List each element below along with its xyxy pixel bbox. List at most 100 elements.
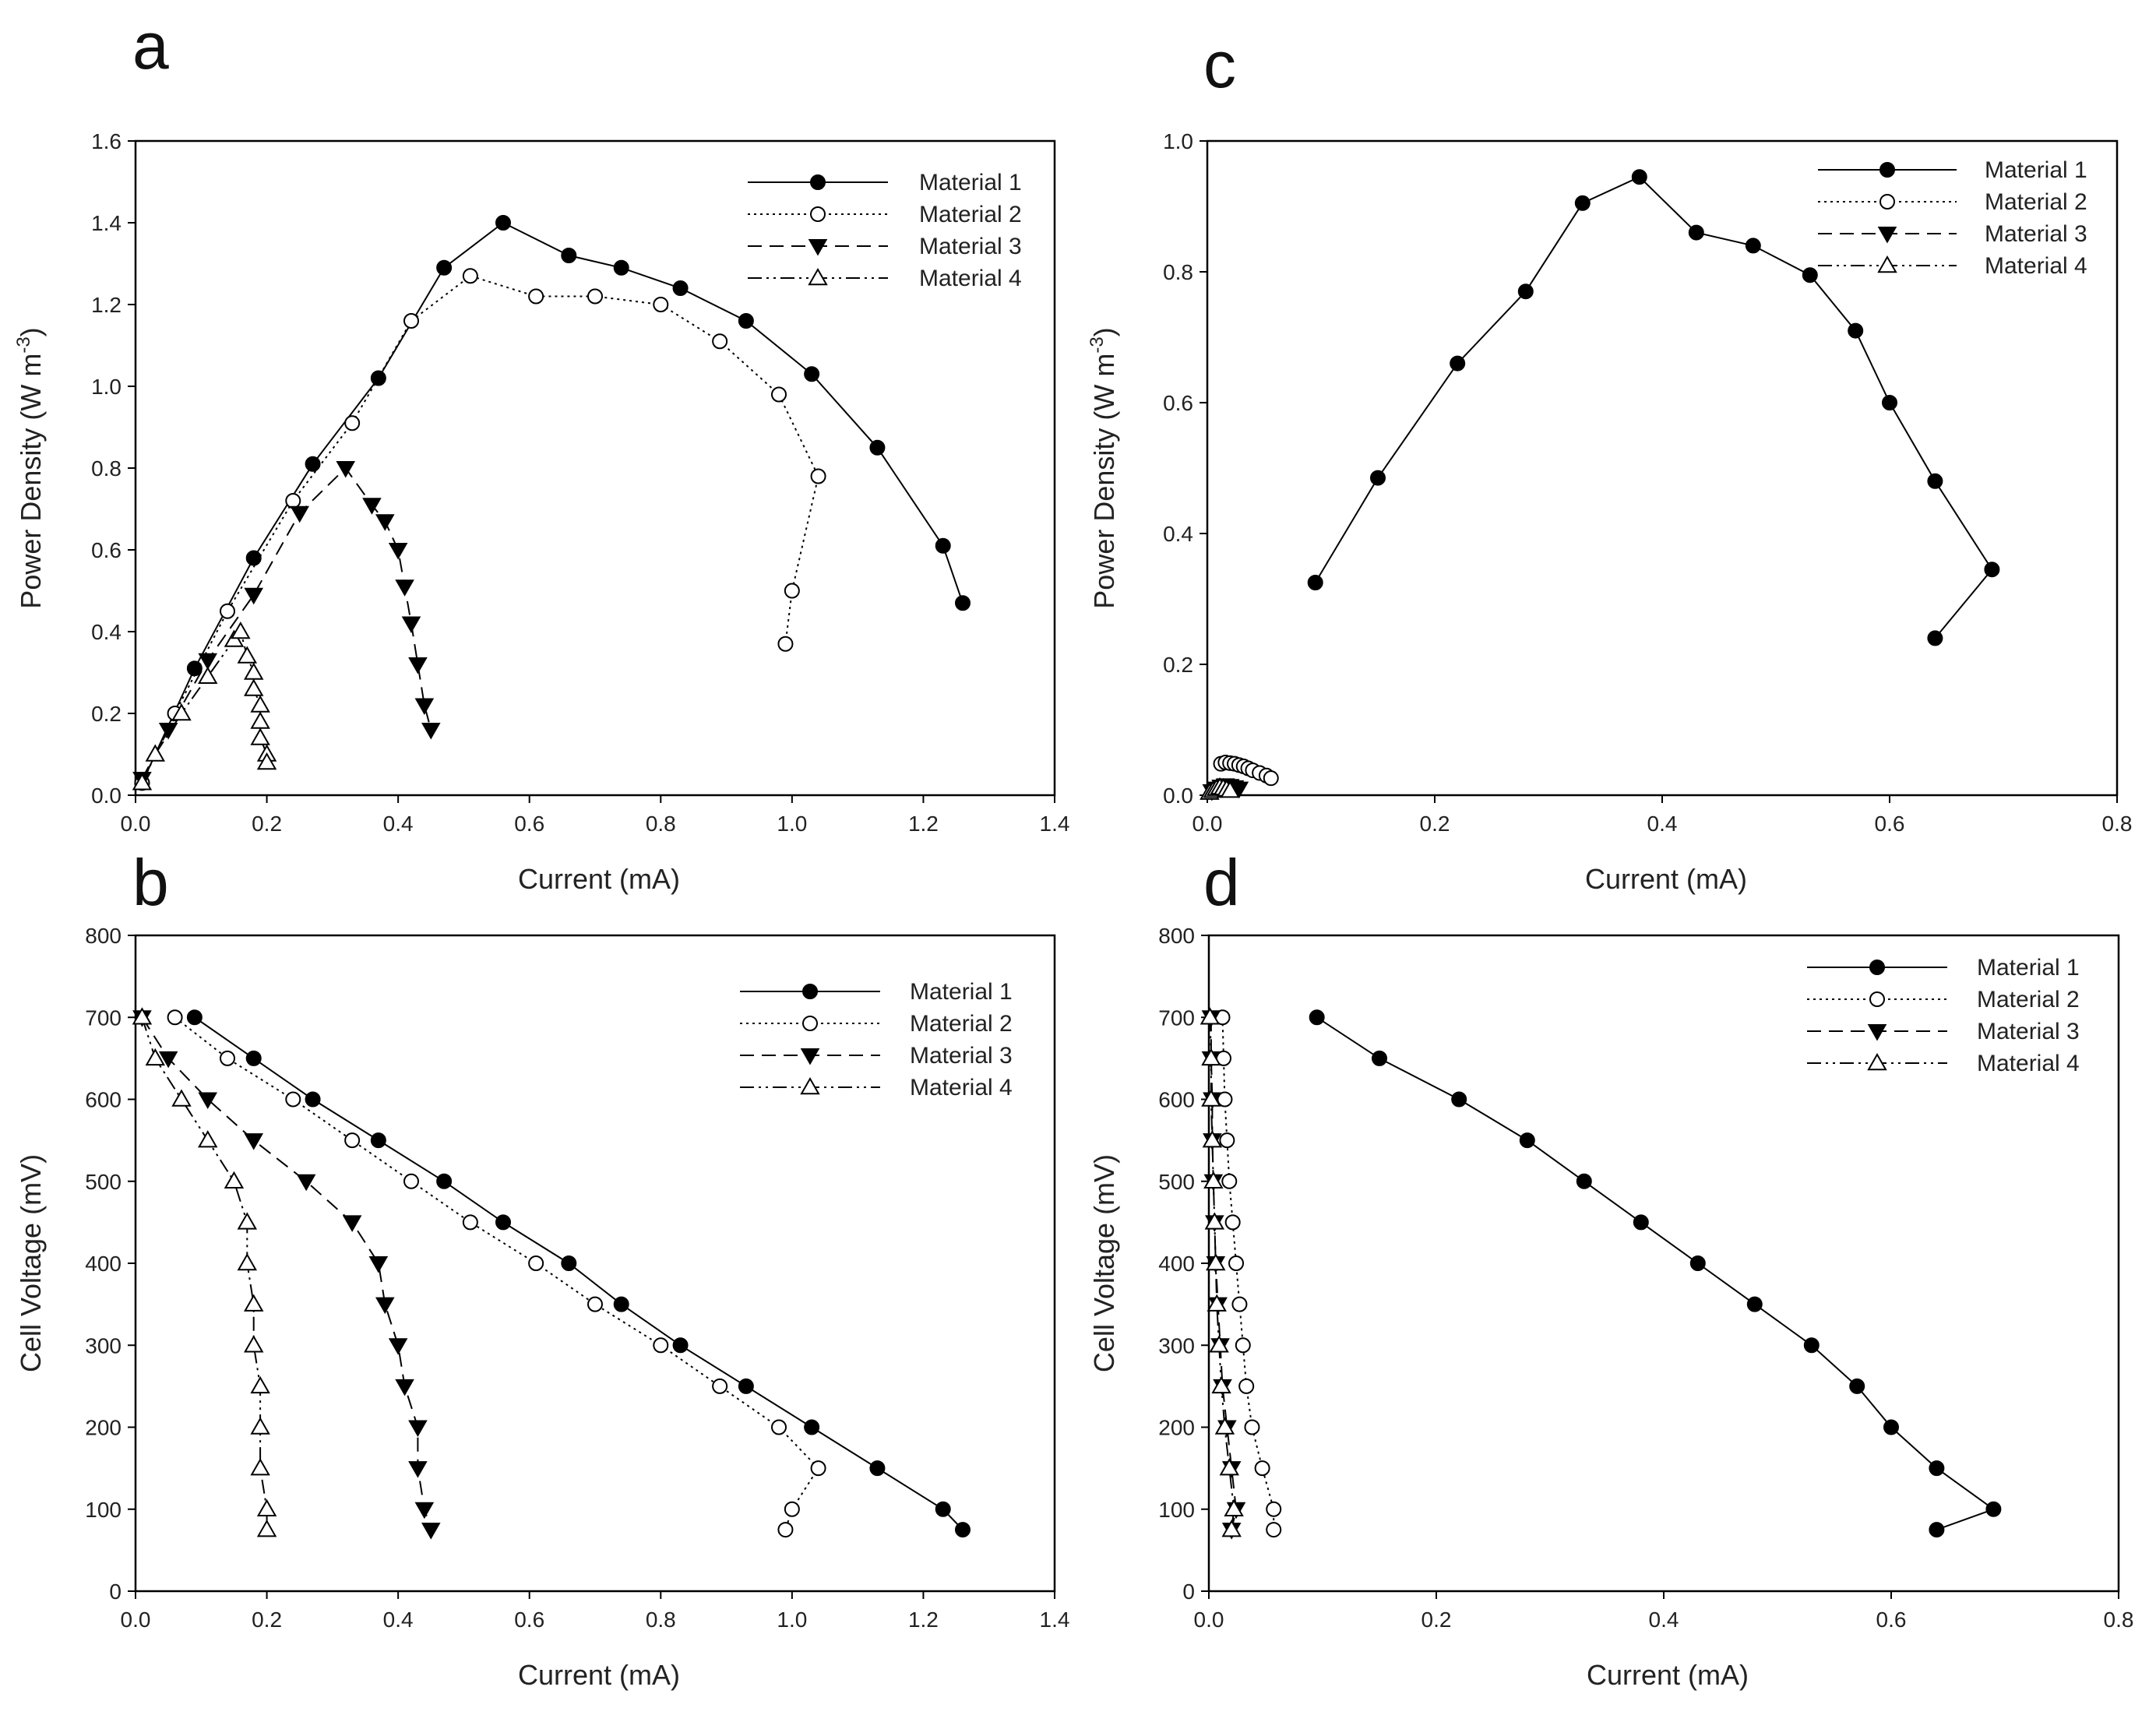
data-point [375,1297,395,1315]
data-point [421,723,441,740]
legend-marker [800,1076,820,1095]
data-point [613,1296,629,1312]
plot-frame [134,139,1056,797]
y-tick-label: 700 [1158,1005,1195,1030]
y-tick-label: 0.8 [1163,260,1193,284]
y-tick-label: 1.6 [91,129,122,153]
legend-label: Material 2 [919,202,1022,227]
data-point [167,1009,183,1026]
data-point [1204,1212,1225,1230]
series-line [141,221,964,784]
legend-label: Material 4 [910,1075,1013,1100]
data-point [1849,1378,1865,1394]
x-tick-label: 1.0 [777,1608,807,1632]
data-point [784,583,800,599]
data-point [587,1296,603,1312]
y-axis-title-main: Power Density (W m [15,354,47,609]
data-point [495,215,511,231]
data-point [1451,1091,1467,1108]
data-point [336,461,356,478]
data-point [804,1419,820,1435]
data-point [712,333,728,350]
data-point [1244,1419,1260,1435]
panel-d: d 0.0 0.2 0.4 0.6 0.8 0 100 200 300 400 500 600 700 80… [1088,846,2133,1691]
series-3 [132,1010,441,1540]
data-point [777,636,794,652]
data-point [250,727,270,745]
data-point [436,1173,453,1189]
data-point [869,439,886,456]
y-axis-title-main: Power Density (W m [1088,354,1120,609]
data-point [1219,1458,1240,1476]
data-point [296,1174,316,1192]
data-point [171,1089,192,1107]
x-tick-label: 0.6 [514,1608,544,1632]
data-point [171,703,192,721]
series-line [141,275,819,784]
x-tick-label: 0.6 [1876,1608,1907,1632]
data-point [250,695,270,713]
series-1 [134,215,971,791]
legend-label: Material 1 [910,979,1013,1005]
y-axis-title: Power Density (W m-3) [1087,327,1120,608]
data-point [1803,1337,1820,1354]
data-point [1802,267,1818,283]
y-axis-title-end: ) [1088,327,1120,336]
data-point [653,1337,669,1354]
legend-label: Material 1 [1977,955,2080,981]
data-point [256,1520,277,1537]
series-1 [186,1009,971,1538]
data-point [1263,770,1279,787]
panel-letter: c [1203,28,1236,101]
data-point [1228,1255,1245,1271]
series-line [1316,1016,1996,1531]
data-point [1372,1050,1387,1066]
legend-label: Material 1 [1985,157,2087,183]
y-tick-label: 600 [1158,1088,1195,1112]
y-tick-label: 0.4 [91,620,122,644]
data-point [1633,1214,1649,1231]
panel-c: c 0.0 0.2 0.4 0.6 0.8 0.0 0.2 0.4 0.6 0.8 1.0 Curren… [1087,28,2132,895]
data-point [290,505,310,523]
data-point [1235,1337,1251,1354]
data-point [1200,1007,1221,1025]
y-axis-title-main: Cell Voltage (mV) [1088,1154,1120,1372]
data-point [1203,1171,1224,1189]
x-tick-label: 0.0 [121,1608,151,1632]
legend-label: Material 4 [919,266,1022,291]
data-point [462,1214,478,1231]
data-point [408,1420,428,1438]
data-point [285,493,301,509]
data-point [250,1458,270,1476]
y-tick-label: 0.2 [91,702,122,726]
data-point [231,621,251,639]
y-tick-label: 300 [1158,1333,1195,1358]
x-tick-label: 0.8 [2104,1608,2134,1632]
data-point [935,537,951,554]
data-point [528,1255,544,1271]
data-point [1370,470,1386,486]
data-point [243,662,264,680]
x-tick-label: 0.4 [383,1608,414,1632]
y-tick-label: 0.0 [1163,784,1193,808]
data-point [1984,562,2000,578]
data-point [1307,575,1323,590]
y-tick-label: 800 [85,924,122,948]
data-point [1576,1173,1592,1189]
data-point [244,1133,264,1150]
data-point [224,1171,245,1189]
data-point [672,280,689,296]
data-point [1746,1296,1763,1312]
data-point [613,259,629,276]
series-line [1314,176,1993,639]
x-tick-label: 0.6 [1875,812,1905,836]
y-axis-title: Power Density (W m-3) [13,327,47,608]
data-point [243,678,264,696]
data-point [1220,780,1240,798]
data-point [368,1256,389,1273]
data-point [250,711,270,729]
panel-letter: b [132,846,169,919]
y-tick-label: 0.6 [1163,391,1193,415]
data-point [237,1252,258,1271]
data-point [1214,1417,1235,1435]
